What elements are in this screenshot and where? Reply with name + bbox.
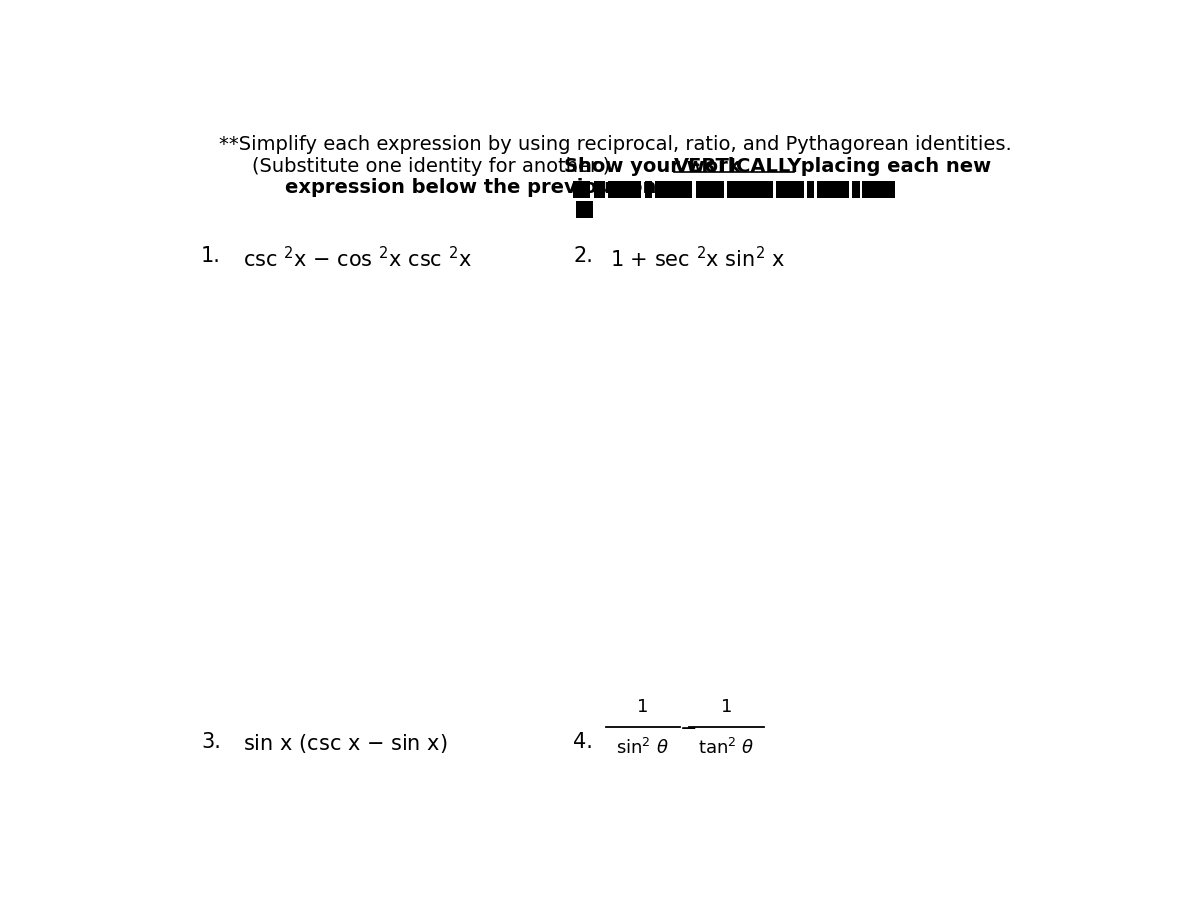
Bar <box>594 181 605 198</box>
Text: tan$\mathregular{^2}$ $\theta$: tan$\mathregular{^2}$ $\theta$ <box>698 739 755 758</box>
Text: **Simplify each expression by using reciprocal, ratio, and Pythagorean identitie: **Simplify each expression by using reci… <box>218 136 1012 155</box>
Text: Show your work: Show your work <box>564 157 748 176</box>
Text: 3.: 3. <box>202 732 221 751</box>
Bar <box>776 181 804 198</box>
Bar <box>608 181 641 198</box>
Text: sin x (csc x $-$ sin x): sin x (csc x $-$ sin x) <box>242 732 448 755</box>
Text: 4.: 4. <box>574 732 593 751</box>
Bar <box>863 181 895 198</box>
Text: 1: 1 <box>637 698 648 715</box>
Bar <box>574 181 590 198</box>
Text: $-$: $-$ <box>679 717 696 737</box>
Bar <box>817 181 850 198</box>
Text: 1 + sec $\mathregular{^2}$x sin$\mathregular{^2}$ x: 1 + sec $\mathregular{^2}$x sin$\mathreg… <box>611 245 786 271</box>
Text: 1: 1 <box>721 698 732 715</box>
Bar <box>727 181 773 198</box>
Bar <box>806 181 814 198</box>
Text: csc $\mathregular{^2}$x $-$ cos $\mathregular{^2}$x csc $\mathregular{^2}$x: csc $\mathregular{^2}$x $-$ cos $\mathre… <box>242 245 472 271</box>
Bar <box>576 201 593 218</box>
Bar <box>696 181 724 198</box>
Text: (Substitute one identity for another.): (Substitute one identity for another.) <box>252 157 617 176</box>
Bar <box>644 181 653 198</box>
Text: expression below the previous one.: expression below the previous one. <box>284 178 677 197</box>
Text: 1.: 1. <box>202 245 221 266</box>
Text: sin$\mathregular{^2}$ $\theta$: sin$\mathregular{^2}$ $\theta$ <box>617 739 670 758</box>
Bar <box>852 181 859 198</box>
Bar <box>655 181 692 198</box>
Text: placing each new: placing each new <box>794 157 991 176</box>
Text: VERTICALLY: VERTICALLY <box>673 157 802 176</box>
Text: 2.: 2. <box>574 245 593 266</box>
